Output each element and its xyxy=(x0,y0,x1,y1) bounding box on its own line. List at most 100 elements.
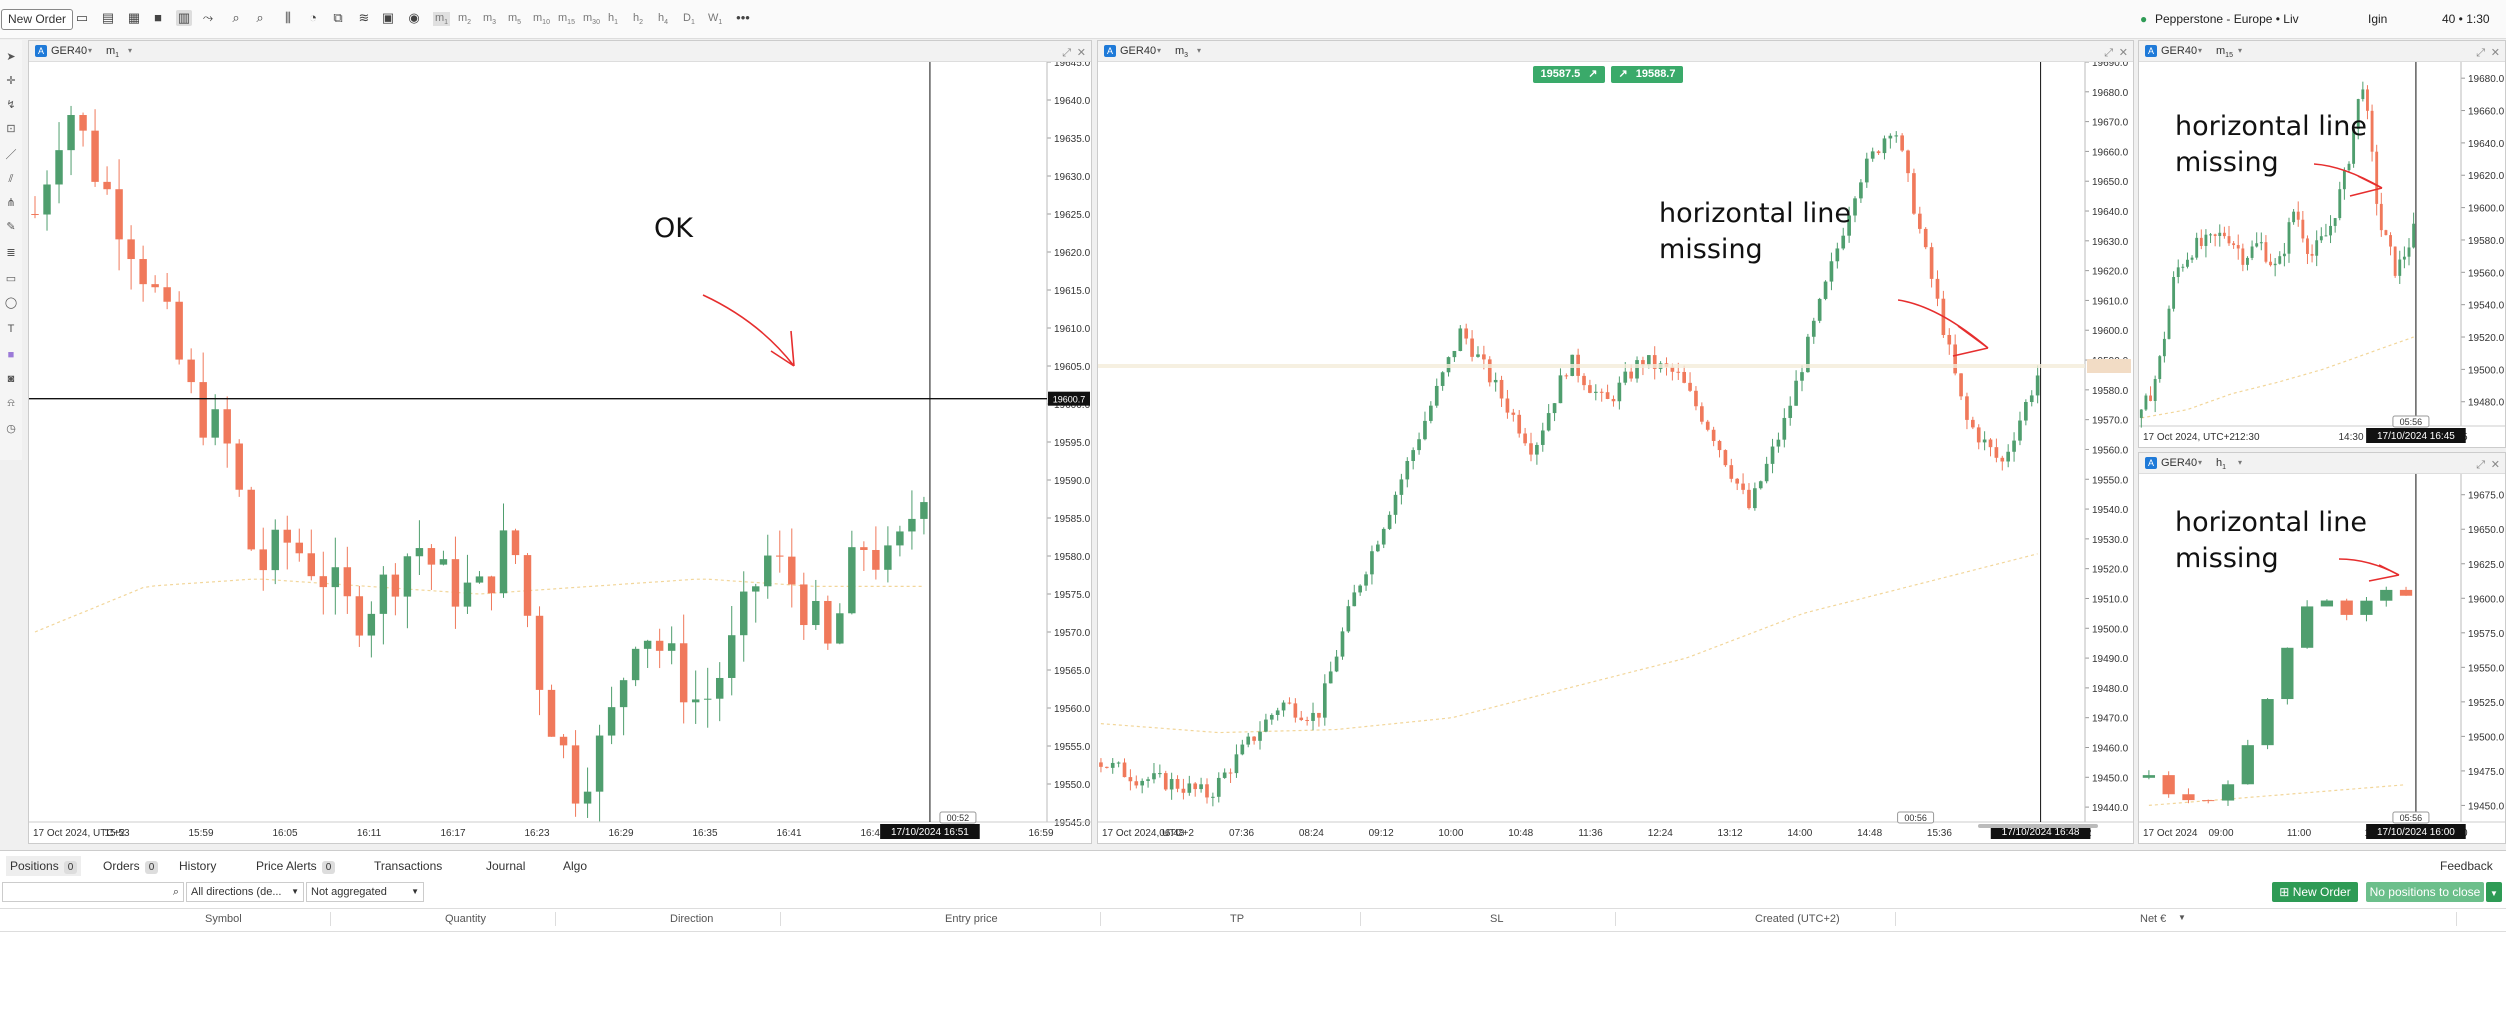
tab-algo[interactable]: Algo xyxy=(563,856,587,876)
single-layout-icon[interactable]: ■ xyxy=(154,10,162,25)
zoom-out-icon[interactable]: ⌕ xyxy=(256,10,264,25)
timeframe-W1[interactable]: W1 xyxy=(708,12,722,26)
rectangle-icon[interactable]: ▭ xyxy=(5,273,17,285)
zoom-in-icon[interactable]: ⌕ xyxy=(232,10,240,25)
crosshair-icon[interactable]: ✛ xyxy=(6,75,16,87)
column-header[interactable]: Entry price xyxy=(945,913,998,925)
price-chart-svg[interactable]: 19680.0 19660.0 19640.0 19620.0 19600.0 19580… xyxy=(2139,62,2505,447)
close-icon[interactable]: ✕ xyxy=(2118,47,2128,59)
price-button-1[interactable]: 19587.5 ↗ xyxy=(1533,66,1605,83)
chart-timeframe[interactable]: h1 xyxy=(2216,453,2226,478)
chart-timeframe[interactable]: m15 xyxy=(2216,41,2233,66)
column-header[interactable]: SL xyxy=(1490,913,1504,925)
channel-icon[interactable]: ⫽ xyxy=(8,173,14,185)
column-header[interactable]: Net € xyxy=(2140,913,2167,925)
chevron-down-icon[interactable]: ▾ xyxy=(2238,46,2243,55)
magnet-icon[interactable]: ↯ xyxy=(6,99,16,111)
tab-price-alerts[interactable]: Price Alerts 0 xyxy=(256,856,336,876)
tab-orders[interactable]: Orders 0 xyxy=(103,856,159,876)
chart-symbol[interactable]: GER40 xyxy=(1120,45,1157,57)
tab-journal[interactable]: Journal xyxy=(486,856,525,876)
chevron-down-icon[interactable]: ▾ xyxy=(128,46,133,55)
order-ticket-icon[interactable]: ▤ xyxy=(101,10,115,25)
maximize-icon[interactable]: ⤢ xyxy=(2104,47,2113,59)
column-header[interactable]: TP xyxy=(1230,913,1245,925)
timeframe-m10[interactable]: m10 xyxy=(533,12,550,26)
feedback-link[interactable]: Feedback xyxy=(2440,859,2493,873)
column-header[interactable]: Direction xyxy=(670,913,714,925)
timeframe-h1[interactable]: h1 xyxy=(608,12,618,26)
maximize-icon[interactable]: ⤢ xyxy=(2476,47,2485,59)
maximize-icon[interactable]: ⤢ xyxy=(1062,47,1071,59)
timeframe-m30[interactable]: m30 xyxy=(583,12,600,26)
chart-add-icon[interactable]: ⤳ xyxy=(202,10,214,25)
layers-icon[interactable]: ≋ xyxy=(358,10,370,25)
close-icon[interactable]: ✕ xyxy=(2490,459,2500,471)
timeframe-m1[interactable]: m1 xyxy=(433,12,451,27)
chart-symbol[interactable]: GER40 xyxy=(2161,45,2198,57)
candle-body xyxy=(2222,232,2226,237)
candle-type-icon[interactable]: ▥ xyxy=(176,10,192,26)
column-header[interactable]: Quantity xyxy=(445,913,486,925)
chevron-down-icon[interactable]: ▾ xyxy=(1197,46,1202,55)
user-menu[interactable]: Igin xyxy=(2368,12,2388,26)
chart-timeframe[interactable]: m1 xyxy=(106,41,119,66)
more-icon[interactable]: ••• xyxy=(736,10,750,25)
templates-icon[interactable]: ◔ xyxy=(309,10,317,25)
chart-timeframe[interactable]: m3 xyxy=(1175,41,1188,66)
price-button-2[interactable]: ↗ 19588.7 xyxy=(1611,66,1683,83)
screenshot-icon[interactable]: ◙ xyxy=(7,373,15,385)
tab-history[interactable]: History xyxy=(179,856,216,876)
chart-symbol[interactable]: GER40 xyxy=(2161,457,2198,469)
column-header[interactable]: Created (UTC+2) xyxy=(1755,913,1840,925)
close-icon[interactable]: ✕ xyxy=(1076,47,1086,59)
replay-icon[interactable]: ◷ xyxy=(6,423,16,435)
chevron-down-icon[interactable]: ▾ xyxy=(2238,458,2243,467)
maximize-icon[interactable]: ⤢ xyxy=(2476,459,2485,471)
copy-icon[interactable]: ⧉ xyxy=(333,10,343,25)
text-icon[interactable]: T xyxy=(7,323,15,335)
tab-positions[interactable]: Positions 0 xyxy=(6,856,82,876)
symbol-search-input[interactable]: ⌕ xyxy=(2,882,184,902)
timeframe-m2[interactable]: m2 xyxy=(458,12,471,26)
watch-icon[interactable]: ◉ xyxy=(408,10,420,25)
color-icon[interactable]: ■ xyxy=(7,349,15,361)
direction-filter-select[interactable]: All directions (de... ▼ xyxy=(186,882,304,902)
new-order-button[interactable]: New Order xyxy=(1,9,74,30)
fibonacci-icon[interactable]: ≣ xyxy=(6,247,16,259)
cursor-icon[interactable]: ➤ xyxy=(6,51,16,63)
close-positions-button[interactable]: No positions to close xyxy=(2366,882,2484,902)
chevron-down-icon[interactable]: ▾ xyxy=(88,46,93,55)
close-icon[interactable]: ✕ xyxy=(2490,47,2500,59)
close-options-button[interactable]: ▼ xyxy=(2486,882,2502,902)
pitchfork-icon[interactable]: ⋔ xyxy=(6,197,16,209)
chevron-down-icon[interactable]: ▾ xyxy=(2198,458,2203,467)
timeframe-m5[interactable]: m5 xyxy=(508,12,521,26)
ellipse-icon[interactable]: ◯ xyxy=(4,297,18,309)
timeframe-h2[interactable]: h2 xyxy=(633,12,643,26)
chevron-down-icon[interactable]: ▾ xyxy=(1157,46,1162,55)
column-header[interactable]: Symbol xyxy=(205,913,242,925)
price-chart-svg[interactable]: 19690.0 19680.0 19670.0 19660.0 19650.0 19640… xyxy=(1098,62,2133,843)
timeframe-m3[interactable]: m3 xyxy=(483,12,496,26)
alert-icon[interactable]: ⍾ xyxy=(7,397,15,409)
indicators-icon[interactable]: ⫼ xyxy=(285,10,291,25)
grid-layout-icon[interactable]: ▦ xyxy=(127,10,141,25)
brush-icon[interactable]: ✎ xyxy=(6,221,16,233)
camera-icon[interactable]: ▣ xyxy=(381,10,395,25)
price-chart-svg[interactable]: 19675.0 19650.0 19625.0 19600.0 19575.0 19550… xyxy=(2139,474,2505,843)
tab-transactions[interactable]: Transactions xyxy=(374,856,442,876)
horizontal-scrollbar[interactable] xyxy=(1978,824,2098,828)
chevron-down-icon[interactable]: ▼ xyxy=(2178,913,2186,922)
measure-icon[interactable]: ⊡ xyxy=(6,123,16,135)
timeframe-h4[interactable]: h4 xyxy=(658,12,668,26)
timeframe-m15[interactable]: m15 xyxy=(558,12,575,26)
aggregation-select[interactable]: Not aggregated ▼ xyxy=(306,882,424,902)
chevron-down-icon[interactable]: ▾ xyxy=(2198,46,2203,55)
chat-icon[interactable]: ▭ xyxy=(75,10,89,25)
price-chart-svg[interactable]: 19645.0 19640.0 19635.0 19630.0 19625.0 19620… xyxy=(29,62,1091,843)
timeframe-D1[interactable]: D1 xyxy=(683,12,695,26)
trend-line-icon[interactable]: ／ xyxy=(5,149,17,161)
chart-symbol[interactable]: GER40 xyxy=(51,45,88,57)
new-order-bottom-button[interactable]: ⊞ New Order xyxy=(2272,882,2358,902)
